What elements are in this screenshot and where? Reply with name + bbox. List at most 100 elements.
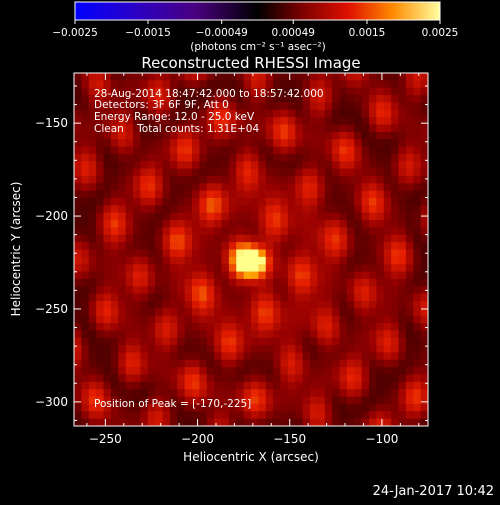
heatmap-cell <box>228 131 237 140</box>
heatmap-cell <box>383 264 392 273</box>
heatmap-cell <box>420 242 428 251</box>
heatmap-cell <box>273 198 282 206</box>
heatmap-cell <box>88 117 97 126</box>
heatmap-cell <box>295 323 304 331</box>
heatmap-cell <box>125 345 134 354</box>
heatmap-cell <box>391 352 400 361</box>
heatmap-cell <box>96 212 105 221</box>
heatmap-cell <box>405 256 414 265</box>
heatmap-cell <box>169 403 178 412</box>
heatmap-cell <box>221 403 230 412</box>
heatmap-cell <box>133 109 141 118</box>
heatmap-cell <box>81 190 90 199</box>
heatmap-cell <box>96 146 105 155</box>
heatmap-cell <box>169 161 178 170</box>
heatmap-cell <box>118 212 127 221</box>
heatmap-cell <box>140 271 149 280</box>
heatmap-cell <box>251 220 259 229</box>
heatmap-cell <box>258 323 267 331</box>
heatmap-cell <box>147 359 156 368</box>
heatmap-cell <box>184 256 193 265</box>
heatmap-cell <box>81 396 90 405</box>
heatmap-cell <box>420 374 428 383</box>
heatmap-cell <box>206 139 215 148</box>
heatmap-cell <box>405 286 414 295</box>
heatmap-cell <box>221 418 230 426</box>
heatmap-cell <box>88 153 97 162</box>
heatmap-cell <box>383 315 392 324</box>
heatmap-cell <box>214 264 223 273</box>
heatmap-cell <box>118 227 127 236</box>
heatmap-cell <box>147 352 156 361</box>
heatmap-cell <box>228 139 237 148</box>
heatmap-cell <box>398 300 407 309</box>
heatmap-cell <box>420 109 428 118</box>
heatmap-cell <box>258 345 267 354</box>
heatmap-cell <box>287 374 296 383</box>
heatmap-cell <box>192 117 200 126</box>
heatmap-cell <box>214 249 223 258</box>
heatmap-cell <box>169 418 178 426</box>
heatmap-cell <box>332 117 341 126</box>
heatmap-cell <box>88 374 97 383</box>
heatmap-cell <box>361 175 370 184</box>
heatmap-cell <box>310 73 318 81</box>
heatmap-cell <box>383 330 392 339</box>
heatmap-cell <box>236 95 245 104</box>
heatmap-cell <box>228 249 237 258</box>
heatmap-cell <box>133 73 141 81</box>
heatmap-cell <box>383 153 392 162</box>
heatmap-cell <box>258 337 267 346</box>
heatmap-cell <box>221 198 230 206</box>
x-tick-label: −250 <box>89 432 122 446</box>
heatmap-cell <box>273 124 282 133</box>
heatmap-cell <box>81 256 90 265</box>
heatmap-cell <box>324 227 333 236</box>
heatmap-cell <box>376 190 385 199</box>
heatmap-cell <box>287 396 296 405</box>
heatmap-cell <box>369 168 377 177</box>
heatmap-cell <box>391 146 400 155</box>
heatmap-cell <box>332 205 341 214</box>
heatmap-cell <box>243 102 252 111</box>
heatmap-cell <box>332 308 341 317</box>
heatmap-cell <box>177 345 186 354</box>
heatmap-cell <box>96 389 105 398</box>
heatmap-cell <box>243 271 252 280</box>
heatmap-cell <box>88 264 97 273</box>
heatmap-cell <box>103 256 112 265</box>
heatmap-cell <box>369 190 377 199</box>
heatmap-cell <box>118 381 127 390</box>
heatmap-cell <box>140 242 149 251</box>
heatmap-cell <box>339 367 348 376</box>
heatmap-cell <box>162 139 171 148</box>
heatmap-cell <box>88 389 97 398</box>
heatmap-cell <box>265 308 274 317</box>
heatmap-cell <box>383 359 392 368</box>
heatmap-cell <box>258 124 267 133</box>
heatmap-cell <box>110 374 119 383</box>
heatmap-cell <box>405 234 414 243</box>
heatmap-cell <box>192 131 200 140</box>
heatmap-cell <box>96 249 105 258</box>
heatmap-cell <box>310 345 318 354</box>
heatmap-cell <box>280 381 289 390</box>
heatmap-cell <box>155 293 164 302</box>
heatmap-cell <box>74 73 82 81</box>
heatmap-cell <box>346 271 355 280</box>
heatmap-cell <box>110 330 119 339</box>
heatmap-cell <box>155 80 164 89</box>
heatmap-cell <box>192 293 200 302</box>
heatmap-cell <box>199 300 208 309</box>
heatmap-cell <box>361 323 370 331</box>
heatmap-cell <box>413 139 422 148</box>
heatmap-cell <box>199 139 208 148</box>
heatmap-cell <box>199 249 208 258</box>
heatmap-cell <box>206 389 215 398</box>
heatmap-cell <box>125 220 134 229</box>
heatmap-cell <box>177 183 186 192</box>
heatmap-cell <box>369 212 377 221</box>
heatmap-cell <box>273 109 282 118</box>
heatmap-cell <box>265 396 274 405</box>
heatmap-cell <box>88 212 97 221</box>
